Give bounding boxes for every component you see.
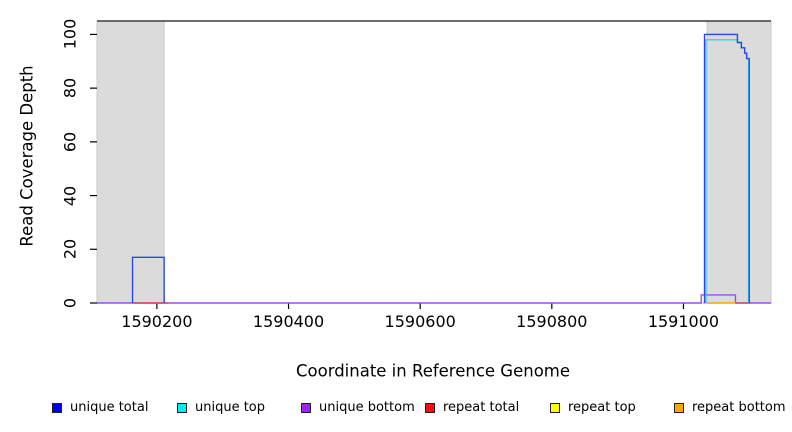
x-tick-label: 1591000 — [647, 312, 720, 331]
repeat-region-shade — [706, 20, 772, 304]
x-tick-label: 1590600 — [384, 312, 456, 331]
series-line-unique-total — [703, 33, 750, 303]
repeat-region-shade — [96, 20, 165, 304]
y-axis-title: Read Coverage Depth — [17, 65, 37, 247]
x-axis-title: Coordinate in Reference Genome — [295, 361, 571, 381]
x-tick-label: 1590400 — [252, 312, 325, 331]
x-tick-label: 1590200 — [121, 312, 193, 331]
y-tick-label: 0 — [60, 297, 80, 309]
series-line-unique-total — [131, 256, 165, 303]
y-tick-label: 60 — [60, 131, 80, 153]
y-tick-label: 100 — [60, 19, 80, 50]
y-tick-label: 20 — [60, 239, 80, 260]
series-line-unique-bottom — [97, 294, 771, 304]
y-tick-label: 80 — [60, 77, 80, 99]
x-tick-label: 1590800 — [516, 312, 588, 331]
y-tick-label: 40 — [60, 185, 80, 206]
